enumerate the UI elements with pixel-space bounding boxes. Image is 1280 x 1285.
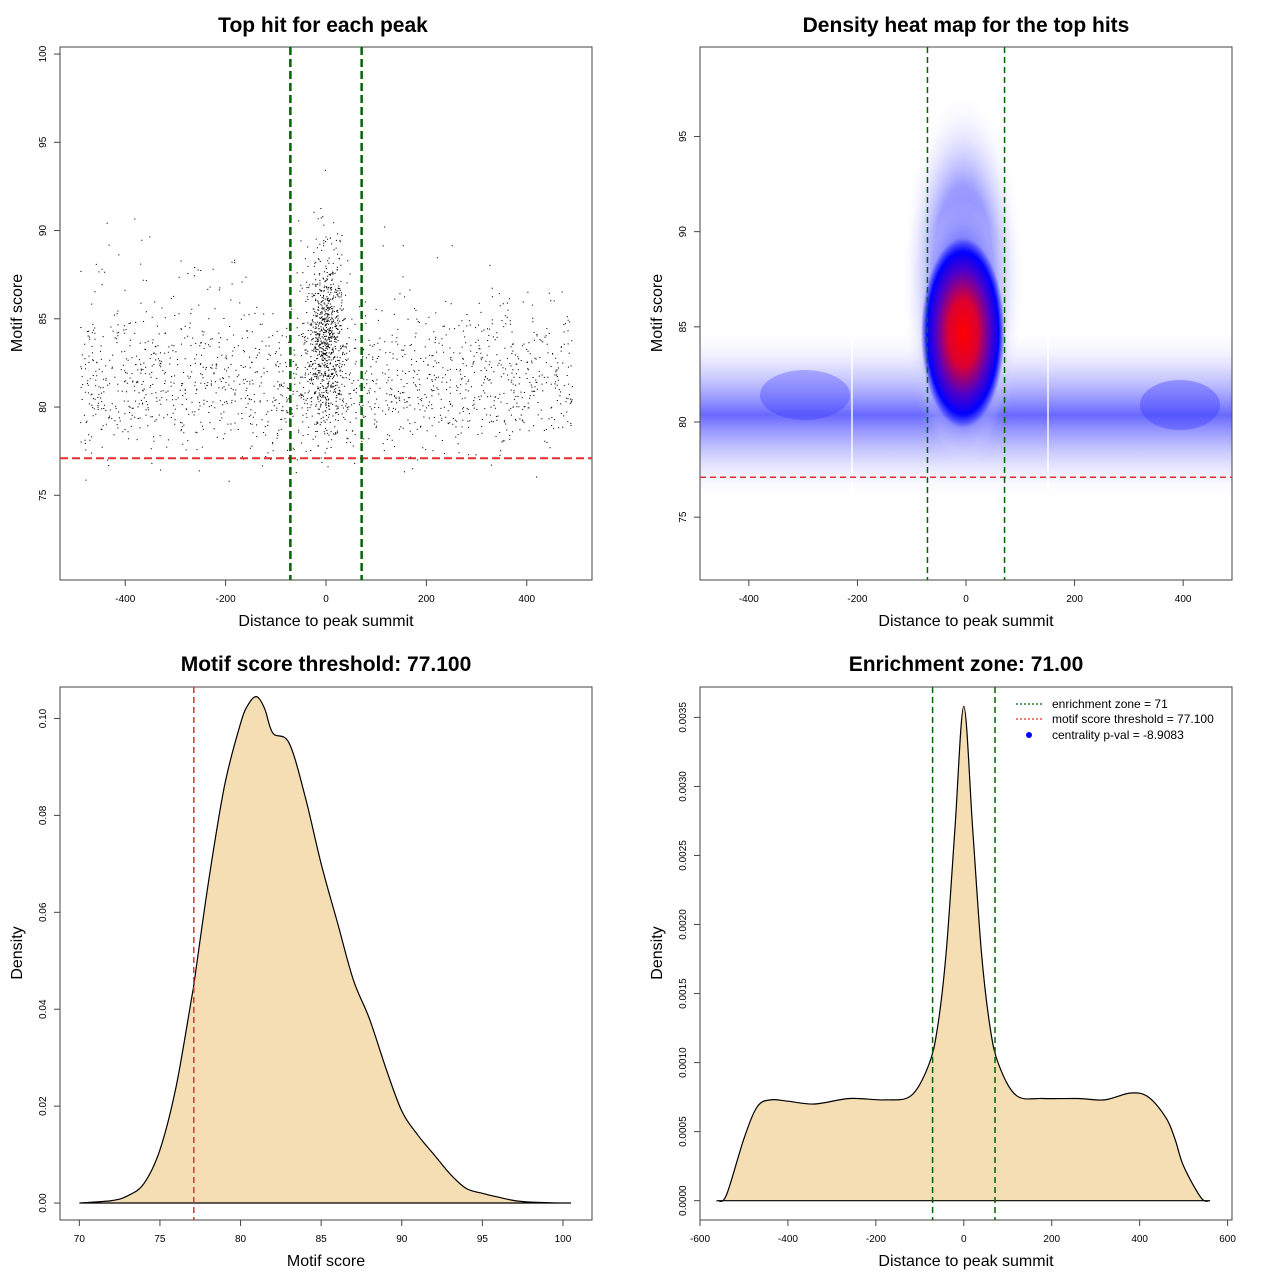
legend-zone-text: enrichment zone = 71 xyxy=(1052,697,1168,711)
scatter-points xyxy=(80,169,573,482)
score-density-x-label: Motif score xyxy=(287,1253,365,1270)
y-tick-label: 100 xyxy=(38,45,49,62)
x-tick-label: 200 xyxy=(1066,594,1083,605)
legend-pval-marker xyxy=(1026,732,1032,738)
x-tick-label: 80 xyxy=(235,1234,247,1245)
y-tick-label: 75 xyxy=(38,489,49,501)
y-tick-label: 0.0035 xyxy=(678,702,689,733)
y-tick-label: 0.08 xyxy=(38,805,49,825)
x-tick-label: 95 xyxy=(477,1234,489,1245)
distance-density-x-axis: -600 -400 -200 0 200 400 600 xyxy=(690,1220,1236,1245)
score-density-panel: Motif score threshold: 77.100 70 75 80 85 90… xyxy=(9,653,593,1270)
x-tick-label: 75 xyxy=(154,1234,166,1245)
x-tick-label: -200 xyxy=(866,1234,886,1245)
y-tick-label: 0.0015 xyxy=(678,978,689,1009)
x-tick-label: 400 xyxy=(518,594,535,605)
legend-threshold-text: motif score threshold = 77.100 xyxy=(1052,712,1214,726)
y-tick-label: 80 xyxy=(678,416,689,428)
x-tick-label: 100 xyxy=(555,1234,572,1245)
score-density-y-axis: 0.00 0.02 0.04 0.06 0.08 0.10 xyxy=(38,708,60,1213)
y-tick-label: 95 xyxy=(678,130,689,142)
x-tick-label: -200 xyxy=(216,594,236,605)
y-tick-label: 0.00 xyxy=(38,1193,49,1213)
heatmap-y-label: Motif score xyxy=(649,274,666,352)
x-tick-label: 90 xyxy=(396,1234,408,1245)
x-tick-label: 0 xyxy=(961,1234,967,1245)
distance-density-plot-frame xyxy=(699,686,1233,1221)
x-tick-label: 0 xyxy=(323,594,329,605)
y-tick-label: 0.0030 xyxy=(678,771,689,802)
x-tick-label: 400 xyxy=(1131,1234,1148,1245)
scatter-point-cloud xyxy=(80,169,573,482)
legend-pval-text: centrality p-val = -8.9083 xyxy=(1052,728,1184,742)
y-tick-label: 0.0020 xyxy=(678,909,689,940)
x-tick-label: 0 xyxy=(963,594,969,605)
distance-density-title: Enrichment zone: 71.00 xyxy=(849,653,1084,676)
x-tick-label: -600 xyxy=(690,1234,710,1245)
heatmap-x-label: Distance to peak summit xyxy=(878,613,1054,630)
heatmap-panel: Density heat map for the top hits -400 -2… xyxy=(649,14,1233,630)
score-density-plot-frame xyxy=(59,686,593,1221)
y-tick-label: 95 xyxy=(38,136,49,148)
distance-density-panel: Enrichment zone: 71.00 -600 -400 -200 0 200 4… xyxy=(649,653,1236,1270)
y-tick-label: 80 xyxy=(38,401,49,413)
y-tick-label: 90 xyxy=(678,226,689,238)
x-tick-label: 85 xyxy=(316,1234,328,1245)
x-tick-label: -200 xyxy=(847,594,867,605)
heatmap-y-axis: 75 80 85 90 95 xyxy=(678,130,700,523)
y-tick-label: 0.0010 xyxy=(678,1047,689,1078)
y-tick-label: 0.0005 xyxy=(678,1116,689,1147)
score-density-curve xyxy=(79,696,572,1204)
y-tick-label: 90 xyxy=(38,225,49,237)
score-density-title: Motif score threshold: 77.100 xyxy=(181,653,472,676)
y-tick-label: 0.02 xyxy=(38,1096,49,1116)
x-tick-label: -400 xyxy=(739,594,759,605)
y-tick-label: 0.04 xyxy=(38,999,49,1019)
y-tick-label: 85 xyxy=(38,313,49,325)
heatmap-surface xyxy=(700,47,1232,580)
x-tick-label: -400 xyxy=(115,594,135,605)
distance-density-legend: enrichment zone = 71 motif score thresho… xyxy=(1016,697,1214,742)
x-tick-label: -400 xyxy=(778,1234,798,1245)
y-tick-label: 85 xyxy=(678,321,689,333)
heatmap-hotspot xyxy=(921,238,1005,428)
x-tick-label: 600 xyxy=(1219,1234,1236,1245)
scatter-title: Top hit for each peak xyxy=(218,14,428,37)
distance-density-x-label: Distance to peak summit xyxy=(878,1253,1054,1270)
y-tick-label: 0.06 xyxy=(38,902,49,922)
y-tick-label: 0.0025 xyxy=(678,840,689,871)
scatter-x-label: Distance to peak summit xyxy=(238,613,414,630)
scatter-panel: Top hit for each peak -400 -200 0 200 400 75… xyxy=(9,14,593,630)
scatter-y-label: Motif score xyxy=(9,274,26,352)
heatmap-x-axis: -400 -200 0 200 400 xyxy=(739,580,1192,605)
heatmap-left-blob xyxy=(760,370,850,420)
x-tick-label: 200 xyxy=(418,594,435,605)
x-tick-label: 400 xyxy=(1175,594,1192,605)
x-tick-label: 70 xyxy=(74,1234,86,1245)
x-tick-label: 200 xyxy=(1043,1234,1060,1245)
y-tick-label: 0.0000 xyxy=(678,1185,689,1216)
distance-density-y-axis: 0.0000 0.0005 0.0010 0.0015 0.0020 0.0025 0.00… xyxy=(678,702,700,1216)
y-tick-label: 0.10 xyxy=(38,708,49,728)
distance-density-y-label: Density xyxy=(649,926,666,979)
distance-density-curve xyxy=(715,705,1211,1203)
score-density-y-label: Density xyxy=(9,926,26,979)
scatter-y-axis: 75 80 85 90 95 100 xyxy=(38,45,60,501)
heatmap-title: Density heat map for the top hits xyxy=(803,14,1130,37)
score-density-x-axis: 70 75 80 85 90 95 100 xyxy=(74,1220,572,1245)
y-tick-label: 75 xyxy=(678,511,689,523)
heatmap-right-blob xyxy=(1140,380,1220,430)
scatter-x-axis: -400 -200 0 200 400 xyxy=(115,580,536,605)
